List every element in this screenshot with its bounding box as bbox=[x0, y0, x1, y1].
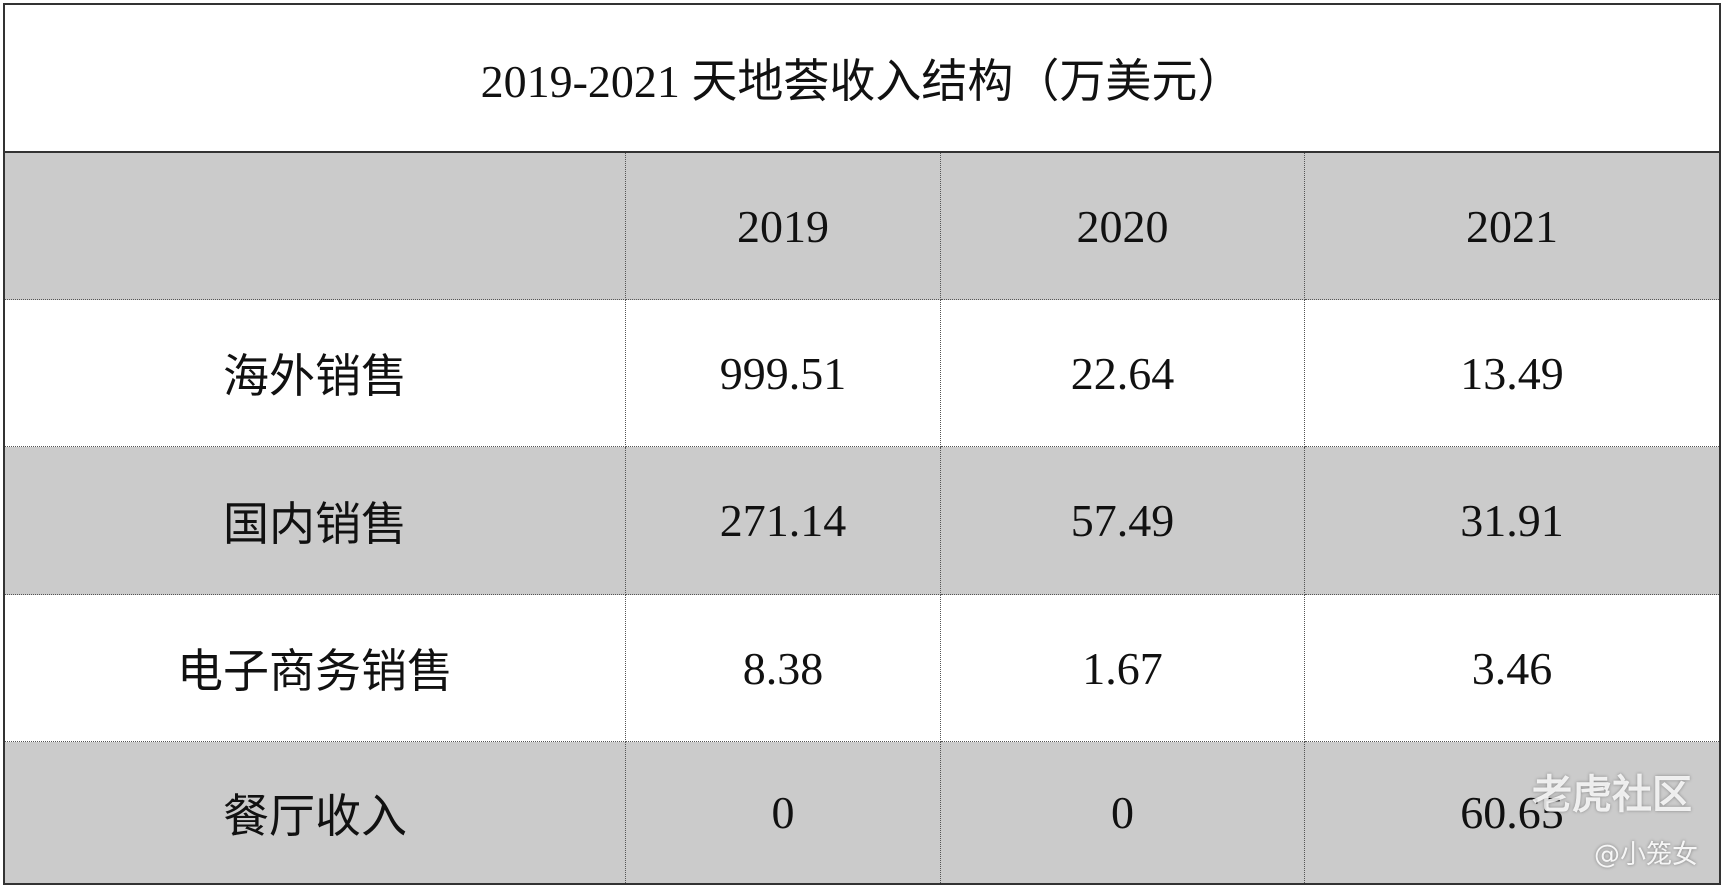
table-cell: 60.65 bbox=[1305, 742, 1719, 883]
table-cell: 8.38 bbox=[626, 595, 941, 742]
row-label: 电子商务销售 bbox=[5, 595, 626, 742]
table-cell: 999.51 bbox=[626, 300, 941, 447]
table-cell: 271.14 bbox=[626, 447, 941, 595]
table-cell: 13.49 bbox=[1305, 300, 1719, 447]
header-corner bbox=[5, 153, 626, 300]
table: 2019-2021 天地荟收入结构（万美元） 2019 2020 2021 海外销售 9… bbox=[3, 3, 1721, 885]
table-cell: 1.67 bbox=[941, 595, 1305, 742]
column-header: 2021 bbox=[1305, 153, 1719, 300]
table-cell: 3.46 bbox=[1305, 595, 1719, 742]
row-label: 海外销售 bbox=[5, 300, 626, 447]
table-cell: 31.91 bbox=[1305, 447, 1719, 595]
table-cell: 57.49 bbox=[941, 447, 1305, 595]
row-label: 国内销售 bbox=[5, 447, 626, 595]
watermark-brand: 老虎社区 bbox=[1532, 772, 1692, 818]
column-header: 2020 bbox=[941, 153, 1305, 300]
column-header: 2019 bbox=[626, 153, 941, 300]
table-cell: 0 bbox=[941, 742, 1305, 883]
watermark-author: @小笼女 bbox=[1593, 840, 1698, 870]
table-cell: 0 bbox=[626, 742, 941, 883]
table-cell: 22.64 bbox=[941, 300, 1305, 447]
row-label: 餐厅收入 bbox=[5, 742, 626, 883]
table-title: 2019-2021 天地荟收入结构（万美元） bbox=[5, 5, 1719, 153]
